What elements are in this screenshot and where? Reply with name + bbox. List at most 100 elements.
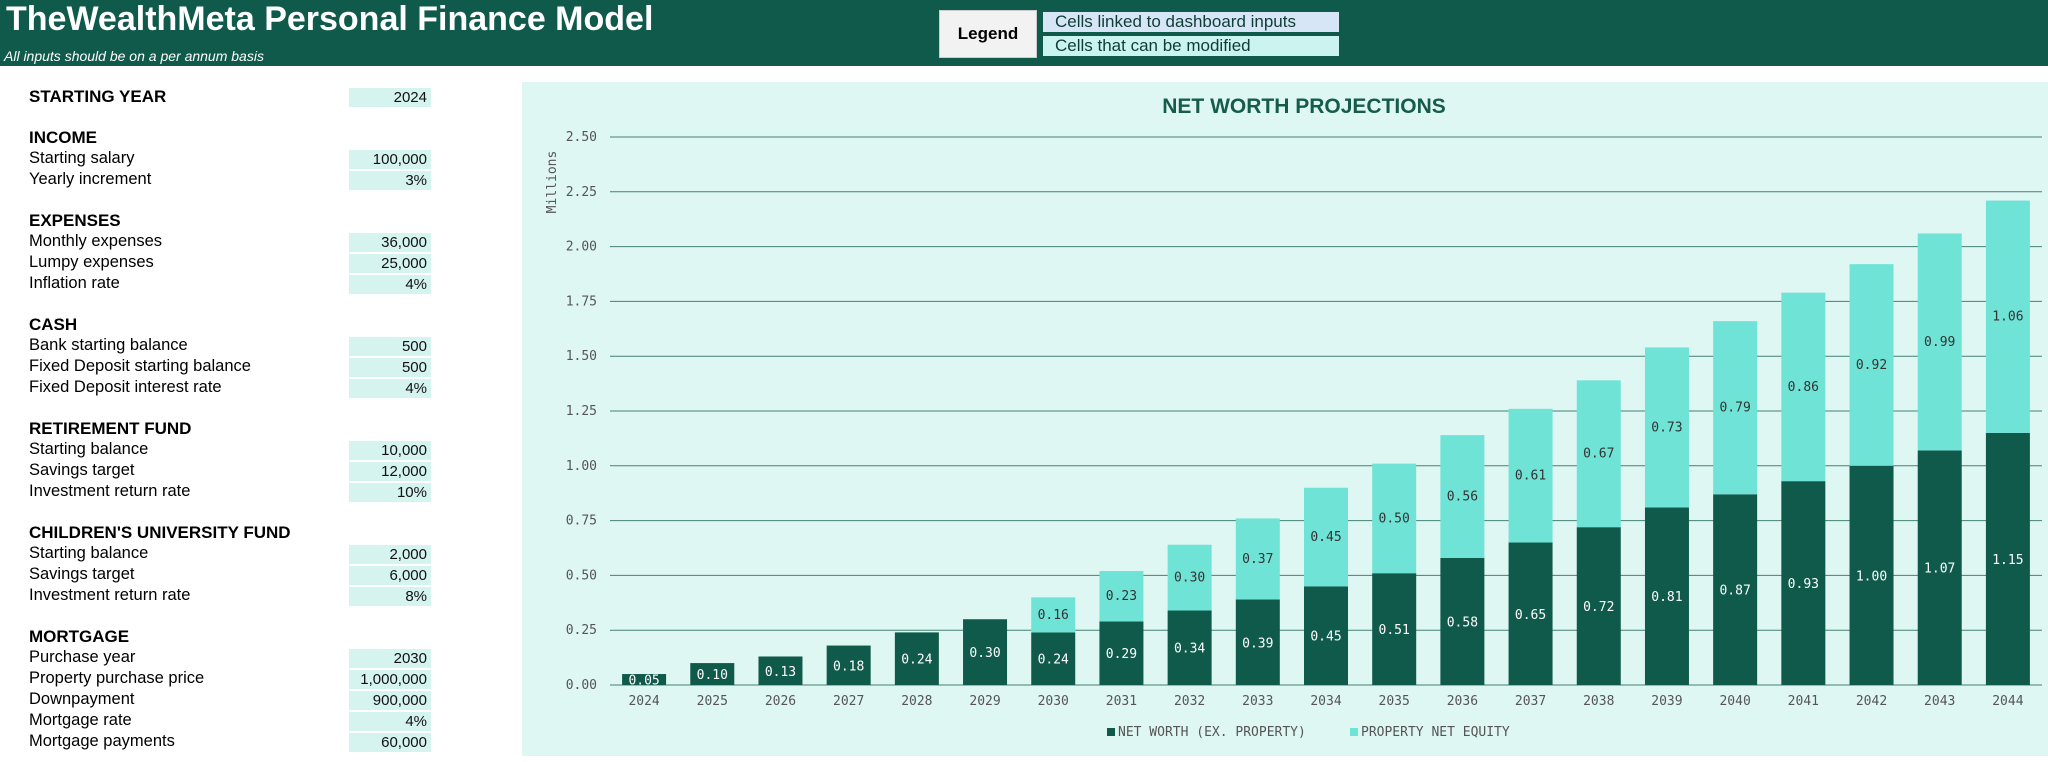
- y-tick-label: 0.00: [566, 678, 597, 693]
- y-tick-label: 0.50: [566, 568, 597, 583]
- bar-net-worth: [1849, 465, 1894, 685]
- input-cell[interactable]: 3%: [349, 171, 431, 190]
- input-cell[interactable]: 8%: [349, 587, 431, 606]
- bar-property-equity: [1167, 544, 1212, 611]
- input-cell[interactable]: 10%: [349, 483, 431, 502]
- header-bar: TheWealthMeta Personal Finance Model All…: [0, 0, 2048, 66]
- input-label: Bank starting balance: [29, 336, 188, 354]
- bar-net-worth: [1644, 507, 1689, 685]
- bar-property-equity: [1713, 321, 1758, 495]
- chart-title: NET WORTH PROJECTIONS: [1162, 95, 1446, 118]
- bar-net-worth: [1372, 573, 1417, 685]
- bar-property-equity: [1576, 380, 1621, 528]
- bar-property-equity: [1235, 518, 1280, 600]
- net-worth-chart: NET WORTH PROJECTIONS 0.00 0.25 0.50 0.75 1.0…: [522, 82, 2048, 756]
- section-title-income: INCOME: [29, 128, 97, 147]
- input-label: Inflation rate: [29, 274, 120, 292]
- input-cell[interactable]: 100,000: [349, 150, 431, 169]
- input-label: Starting salary: [29, 149, 135, 167]
- input-label: Yearly increment: [29, 170, 152, 188]
- x-tick-label: 2040: [1719, 694, 1750, 709]
- data-label-property: 0.56: [1447, 489, 1478, 504]
- input-cell[interactable]: 4%: [349, 379, 431, 398]
- bar-property-equity: [1031, 597, 1076, 633]
- input-cell[interactable]: 12,000: [349, 462, 431, 481]
- data-label-net-worth: 0.24: [901, 653, 932, 668]
- data-label-net-worth: 0.10: [697, 668, 728, 683]
- x-tick-label: 2030: [1038, 694, 1069, 709]
- bar-property-equity: [1440, 435, 1485, 558]
- page-subtitle: All inputs should be on a per annum basi…: [4, 48, 264, 64]
- x-tick-label: 2029: [969, 694, 1000, 709]
- bar-net-worth: [1304, 586, 1348, 685]
- starting-year-input[interactable]: 2024: [349, 88, 431, 107]
- input-cell[interactable]: 6,000: [349, 566, 431, 585]
- y-tick-label: 2.25: [566, 185, 597, 200]
- data-label-net-worth: 0.72: [1583, 600, 1614, 615]
- input-label: Fixed Deposit starting balance: [29, 357, 251, 375]
- input-cell[interactable]: 10,000: [349, 441, 431, 460]
- x-tick-label: 2037: [1515, 694, 1546, 709]
- x-tick-label: 2044: [1992, 694, 2023, 709]
- x-tick-label: 2041: [1788, 694, 1819, 709]
- bar-property-equity: [1985, 200, 2030, 433]
- input-label: Starting balance: [29, 544, 149, 562]
- input-cell[interactable]: 4%: [349, 712, 431, 731]
- x-tick-label: 2038: [1583, 694, 1614, 709]
- data-label-net-worth: 0.24: [1038, 653, 1069, 668]
- input-cell[interactable]: 25,000: [349, 254, 431, 273]
- x-tick-label: 2039: [1651, 694, 1682, 709]
- data-label-net-worth: 0.39: [1242, 636, 1273, 651]
- bar-property-equity: [1304, 487, 1348, 587]
- input-label: Starting balance: [29, 440, 149, 458]
- input-label: Monthly expenses: [29, 232, 162, 250]
- y-tick-label: 1.50: [566, 349, 597, 364]
- input-label: Mortgage rate: [29, 711, 132, 729]
- input-label: Fixed Deposit interest rate: [29, 378, 222, 396]
- bar-net-worth: [690, 663, 735, 685]
- data-label-property: 0.37: [1242, 552, 1273, 567]
- input-cell[interactable]: 500: [349, 337, 431, 356]
- input-cell[interactable]: 500: [349, 358, 431, 377]
- input-label: Downpayment: [29, 690, 135, 708]
- bar-net-worth: [1167, 610, 1212, 685]
- data-label-property: 0.50: [1379, 511, 1410, 526]
- input-cell[interactable]: 36,000: [349, 233, 431, 252]
- data-label-property: 0.30: [1174, 571, 1205, 586]
- input-label: Property purchase price: [29, 669, 205, 687]
- bar-net-worth: [1508, 542, 1553, 685]
- input-cell[interactable]: 4%: [349, 275, 431, 294]
- input-cell[interactable]: 2030: [349, 649, 431, 668]
- data-label-property: 0.45: [1310, 530, 1341, 545]
- bar-property-equity: [1099, 571, 1144, 622]
- data-label-net-worth: 0.18: [833, 659, 864, 674]
- input-label: Investment return rate: [29, 482, 191, 500]
- input-label: Savings target: [29, 565, 135, 583]
- input-cell[interactable]: 1,000,000: [349, 670, 431, 689]
- input-cell[interactable]: 2,000: [349, 545, 431, 564]
- legend-label-net-worth: NET WORTH (EX. PROPERTY): [1118, 725, 1306, 740]
- data-label-property: 0.86: [1788, 380, 1819, 395]
- data-label-net-worth: 0.13: [765, 665, 796, 680]
- data-label-property: 0.99: [1924, 335, 1955, 350]
- data-label-property: 0.79: [1719, 401, 1750, 416]
- input-cell[interactable]: 900,000: [349, 691, 431, 710]
- y-tick-label: 0.75: [566, 514, 597, 529]
- bar-net-worth: [1031, 632, 1076, 685]
- data-label-net-worth: 0.58: [1447, 615, 1478, 630]
- x-tick-label: 2033: [1242, 694, 1273, 709]
- x-tick-label: 2027: [833, 694, 864, 709]
- x-tick-label: 2024: [628, 694, 659, 709]
- input-label: Savings target: [29, 461, 135, 479]
- x-tick-label: 2026: [765, 694, 796, 709]
- section-title-cash: CASH: [29, 315, 78, 334]
- bar-net-worth: [1917, 450, 1962, 685]
- data-label-property: 0.23: [1106, 589, 1137, 604]
- bar-property-equity: [1917, 233, 1962, 451]
- input-cell[interactable]: 60,000: [349, 733, 431, 752]
- data-label-net-worth: 0.30: [969, 646, 1000, 661]
- input-label: Lumpy expenses: [29, 253, 154, 271]
- bar-property-equity: [1781, 292, 1826, 482]
- bar-net-worth: [1576, 527, 1621, 685]
- y-tick-label: 1.25: [566, 404, 597, 419]
